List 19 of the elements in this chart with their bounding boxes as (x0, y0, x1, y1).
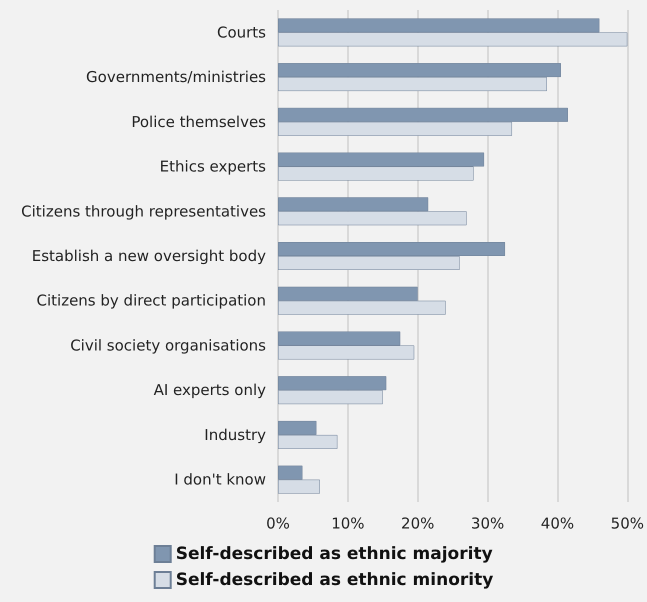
y-tick-label: I don't know (174, 470, 266, 489)
y-tick-label: Citizens through representatives (21, 202, 266, 220)
y-tick-label: Citizens by direct participation (36, 292, 266, 310)
x-tick-label: 10% (331, 514, 365, 532)
legend-label: Self-described as ethnic majority (176, 544, 493, 564)
legend-label: Self-described as ethnic minority (176, 570, 494, 590)
x-tick-label: 30% (470, 514, 504, 532)
y-tick-label: Ethics experts (160, 158, 266, 176)
y-tick-label: AI experts only (154, 381, 266, 400)
x-tick-label: 40% (540, 514, 574, 532)
x-tick-label: 20% (401, 514, 434, 532)
y-tick-label: Industry (204, 426, 266, 444)
y-tick-label: Civil society organisations (70, 336, 266, 354)
x-tick-label: 0% (266, 514, 290, 532)
y-tick-label: Police themselves (131, 112, 266, 131)
y-tick-label: Governments/ministries (86, 68, 266, 86)
y-tick-label: Establish a new oversight body (32, 247, 266, 265)
y-tick-label: Courts (216, 23, 266, 42)
x-tick-label: 50% (610, 514, 644, 532)
